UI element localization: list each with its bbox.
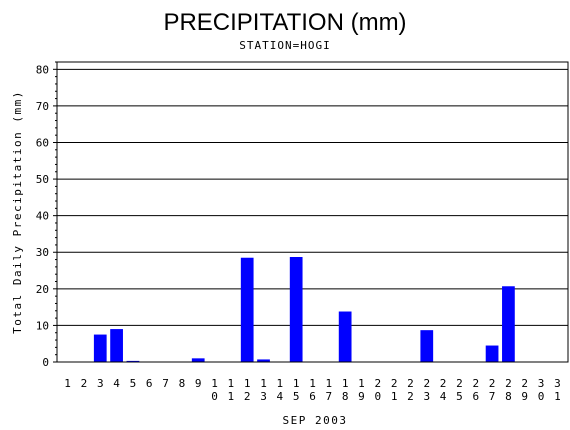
x-tick-label: 7 [326,390,333,403]
x-tick-label: 3 [260,390,267,403]
x-tick-label: 2 [407,377,414,390]
gridlines [53,68,568,363]
x-tick-label: 8 [179,377,186,390]
x-tick-label: 5 [293,390,300,403]
x-tick-label: 0 [211,390,218,403]
bar-day-18 [338,311,352,362]
chart-title: PRECIPITATION (mm) [163,9,406,36]
x-tick-label: 5 [130,377,137,390]
x-tick-label: 0 [538,390,545,403]
bar-day-28 [502,286,515,362]
bar-day-3 [93,334,107,362]
x-tick-label: 1 [293,377,300,390]
bar-day-27 [485,345,499,362]
x-tick-label: 9 [358,390,365,403]
bar-day-4 [110,329,123,362]
y-tick-label: 80 [36,63,49,76]
y-tick-label: 30 [36,246,49,259]
x-tick-label: 2 [472,377,479,390]
x-tick-label: 8 [505,390,512,403]
x-tick-label: 1 [228,390,235,403]
x-tick-label: 1 [228,377,235,390]
x-tick-label: 2 [81,377,88,390]
y-tick-label: 20 [36,283,49,296]
x-tick-label: 1 [358,377,365,390]
x-tick-label: 0 [374,390,381,403]
x-tick-label: 1 [326,377,333,390]
x-tick-label: 2 [244,390,251,403]
x-tick-label: 1 [211,377,218,390]
plot-frame [56,61,569,363]
x-tick-label: 6 [472,390,479,403]
x-tick-label: 6 [309,390,316,403]
x-tick-label: 4 [277,390,284,403]
y-tick-label: 50 [36,173,49,186]
y-tick-label: 40 [36,210,49,223]
x-tick-label: 1 [342,377,349,390]
bar-day-12 [240,257,254,362]
bar-day-13 [257,359,270,362]
bar-day-15 [289,257,303,362]
x-tick-label: 2 [456,377,463,390]
x-tick-label: 2 [489,377,496,390]
chart-subtitle: STATION=HOGI [239,39,330,52]
x-tick-label: 8 [342,390,349,403]
y-tick-labels: 0 10 20 30 40 50 60 70 80 [36,63,49,369]
x-tick-label: 2 [521,377,528,390]
x-tick-label: 1 [260,377,267,390]
y-axis-label: Total Daily Precipitation (mm) [11,90,24,334]
x-tick-label: 2 [391,377,398,390]
x-tick-labels: 1 2 3 4 5 6 7 8 9 1011121314151617181920212223242… [64,377,560,403]
x-tick-label: 1 [309,377,316,390]
bar-day-5 [126,360,140,362]
x-tick-label: 1 [277,377,284,390]
x-tick-label: 2 [505,377,512,390]
x-tick-label: 1 [64,377,71,390]
bar-day-9 [191,358,205,362]
y-tick-label: 0 [42,356,49,369]
x-tick-label: 5 [456,390,463,403]
x-tick-label: 2 [423,377,430,390]
x-tick-label: 2 [374,377,381,390]
x-tick-label: 6 [146,377,153,390]
x-tick-label: 4 [440,390,447,403]
y-tick-label: 70 [36,100,49,113]
x-tick-label: 7 [489,390,496,403]
x-tick-label: 9 [195,377,202,390]
x-tick-label: 9 [521,390,528,403]
bar-day-23 [420,330,434,362]
x-tick-label: 3 [423,390,430,403]
x-tick-label: 1 [244,377,251,390]
x-tick-label: 3 [554,377,561,390]
y-tick-label: 60 [36,136,49,149]
x-tick-label: 3 [97,377,104,390]
x-tick-label: 1 [554,390,561,403]
y-tick-label: 10 [36,319,49,332]
bars [93,257,515,362]
x-axis-label: SEP 2003 [283,414,348,427]
x-tick-label: 7 [162,377,169,390]
x-tick-label: 2 [407,390,414,403]
x-tick-label: 4 [113,377,120,390]
x-tick-label: 3 [538,377,545,390]
x-tick-label: 1 [391,390,398,403]
x-tick-label: 2 [440,377,447,390]
